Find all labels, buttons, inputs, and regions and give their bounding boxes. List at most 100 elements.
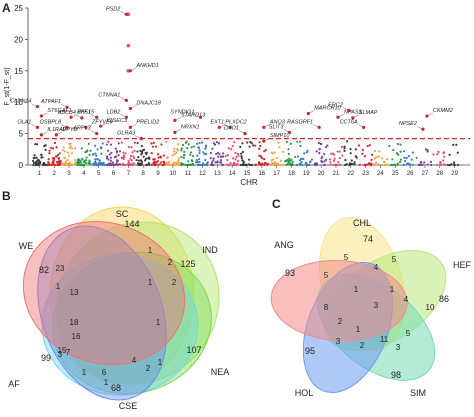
snp-point (338, 163, 341, 166)
annotation-leader (426, 112, 434, 117)
snp-point (355, 156, 358, 159)
snp-point (324, 145, 328, 149)
snp-point (142, 155, 145, 158)
snp-point (448, 153, 451, 156)
snp-point (232, 157, 235, 160)
snp-point (186, 147, 189, 150)
venn-count: 6 (102, 368, 107, 377)
snp-point (177, 163, 180, 166)
snp-point (127, 163, 130, 166)
snp-point (171, 163, 175, 167)
snp-point (191, 162, 194, 166)
snp-point (349, 152, 352, 155)
snp-point (198, 141, 201, 145)
snp-point (333, 157, 336, 160)
snp-point (108, 163, 111, 167)
venn-count: 5 (324, 271, 329, 280)
snp-point (117, 153, 120, 157)
snp-point (159, 156, 163, 159)
snp-point (150, 163, 154, 166)
venn-count: 15 (58, 346, 67, 355)
snp-point (426, 149, 429, 152)
snp-point (180, 162, 183, 165)
annotated-snp-point (173, 118, 177, 123)
venn-count: 99 (41, 353, 51, 363)
snp-point (286, 163, 289, 166)
snp-point (198, 149, 201, 152)
x-tick-label: 21 (333, 171, 340, 177)
venn-count: 1 (158, 358, 163, 367)
venn-diagram-c: CCHLHEFSIMHOLANG748698959354514103812113… (270, 197, 472, 398)
snp-point (32, 163, 35, 166)
snp-point (263, 150, 266, 153)
snp-point (248, 158, 251, 161)
snp-point (74, 159, 77, 162)
snp-point (226, 158, 229, 162)
snp-point (118, 163, 121, 166)
venn-count: 93 (285, 268, 295, 278)
venn-count: 5 (392, 255, 397, 264)
snp-point (204, 158, 207, 162)
snp-point (418, 163, 421, 167)
snp-point (436, 153, 439, 156)
snp-point (288, 157, 291, 160)
snp-point (145, 152, 148, 156)
venn-count: 74 (363, 234, 373, 244)
snp-point (234, 151, 237, 155)
snp-point (135, 158, 138, 162)
x-tick-label: 5 (97, 171, 101, 177)
snp-point (73, 162, 77, 165)
snp-point (340, 145, 344, 148)
snp-point (107, 140, 110, 143)
annotation-leader (194, 114, 201, 118)
snp-point (49, 146, 53, 149)
gene-label: ARPL3 (72, 126, 91, 132)
snp-point (58, 163, 61, 167)
snp-point (189, 151, 192, 154)
snp-point (210, 163, 213, 166)
snp-point (209, 156, 212, 160)
snp-point (182, 163, 185, 166)
snp-point (227, 147, 230, 150)
snp-point (190, 159, 193, 162)
snp-point (209, 151, 212, 155)
venn-count: 98 (391, 370, 401, 380)
annotation-leader (135, 135, 142, 139)
snp-point (350, 159, 353, 162)
snp-point (296, 140, 299, 143)
x-tick-label: 9 (156, 171, 160, 177)
venn-count: 1 (390, 285, 395, 294)
snp-point (88, 153, 91, 156)
snp-point (309, 161, 312, 164)
snp-point (107, 158, 110, 161)
annotation-leader (130, 67, 137, 72)
snp-point (183, 150, 186, 153)
snp-point (366, 144, 369, 148)
snp-point (37, 159, 40, 162)
snp-point (421, 163, 424, 166)
snp-point (203, 163, 207, 167)
gene-label: OLA1 (17, 119, 31, 125)
snp-point (266, 163, 269, 166)
snp-point (270, 159, 273, 162)
gene-label: PLXDC2 (225, 119, 246, 125)
annotation-leader (308, 110, 315, 114)
snp-point (47, 158, 50, 161)
snp-point (402, 150, 406, 153)
snp-point (234, 158, 237, 161)
snp-point (73, 147, 77, 150)
snp-point (68, 161, 71, 164)
snp-point (34, 161, 37, 164)
snp-point (162, 160, 165, 163)
snp-point (381, 157, 384, 160)
gene-label: ERC2 (328, 102, 343, 108)
snp-point (153, 160, 156, 163)
snp-point (218, 153, 221, 156)
snp-point (108, 153, 111, 156)
snp-point (92, 162, 95, 165)
snp-point (240, 152, 243, 155)
snp-point (43, 144, 46, 148)
